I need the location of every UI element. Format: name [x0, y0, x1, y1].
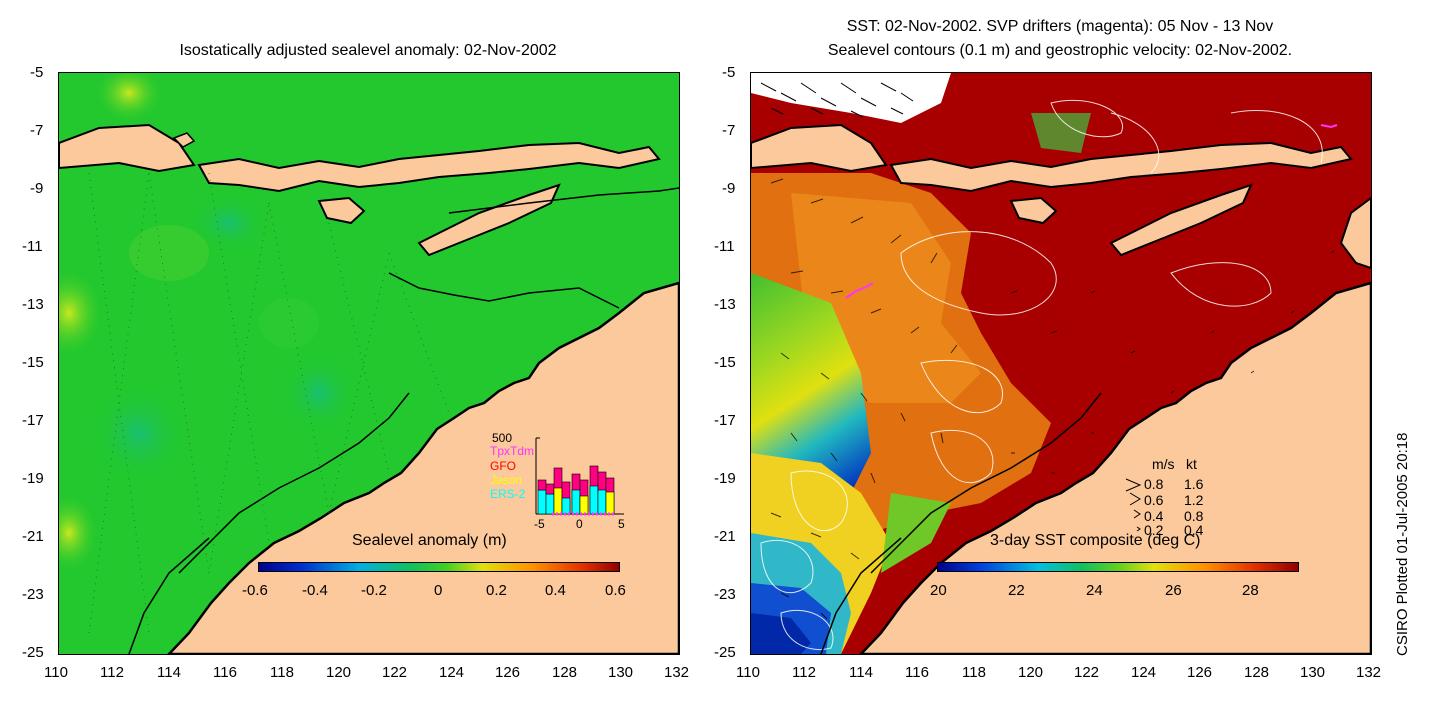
plot-credit: CSIRO Plotted 01-Jul-2005 20:18	[1394, 432, 1411, 656]
left-lon-tick: 116	[213, 664, 237, 681]
velocity-key-ms: 0.2	[1144, 522, 1164, 535]
sealevel-colorbar-title: Sealevel anomaly (m)	[352, 532, 507, 549]
right-lat-tick: -7	[722, 122, 736, 139]
inset-legend-tpxtdm: TpxTdm	[490, 444, 534, 458]
left-lat-tick: -7	[30, 122, 44, 139]
velocity-arrows	[770, 178, 1335, 620]
inset-bars	[537, 465, 615, 515]
left-lon-tick: 122	[382, 664, 408, 681]
right-lon-tick: 120	[1018, 664, 1044, 681]
velocity-key-ms: 0.8	[1144, 476, 1164, 492]
left-lon-tick: 132	[664, 664, 690, 681]
right-lon-tick: 132	[1356, 664, 1382, 681]
right-map-title-line1: SST: 02-Nov-2002. SVP drifters (magenta)…	[846, 18, 1274, 35]
velocity-key-kt: 1.6	[1184, 476, 1204, 492]
left-lon-tick: 112	[100, 664, 124, 681]
right-lon-tick: 130	[1300, 664, 1326, 681]
velocity-key: m/s kt 0.8 1.6 0.6 1.2 0.4 0.8 0.2 0.4	[1125, 456, 1204, 535]
right-lat-tick: -5	[722, 64, 736, 81]
right-lon-tick: 110	[736, 664, 760, 681]
right-lat-tick: -23	[714, 586, 736, 603]
sealevel-cb-label: 0.6	[605, 582, 626, 599]
inset-legend-gfo: GFO	[490, 459, 516, 473]
left-lat-tick: -23	[22, 586, 44, 603]
left-lat-tick: -21	[22, 528, 44, 545]
velocity-key-kt: 0.4	[1184, 522, 1204, 535]
left-lat-tick: -11	[22, 238, 43, 255]
right-lon-tick: 128	[1244, 664, 1270, 681]
right-lat-tick: -19	[714, 470, 736, 487]
sealevel-cb-label: -0.2	[361, 582, 387, 599]
velocity-key-ms: 0.4	[1144, 508, 1164, 524]
velocity-key-header-kt: kt	[1186, 456, 1197, 472]
left-lon-tick: 118	[270, 664, 294, 681]
left-lat-tick: -5	[30, 64, 44, 81]
left-lon-tick: 120	[326, 664, 352, 681]
sst-cb-label: 22	[1008, 582, 1025, 599]
sst-colorbar	[937, 562, 1299, 572]
velocity-key-ms: 0.6	[1144, 492, 1164, 508]
sealevel-cb-label: 0	[434, 582, 443, 599]
left-map-title: Isostatically adjusted sealevel anomaly:…	[179, 42, 557, 59]
left-lon-tick: 128	[552, 664, 578, 681]
inset-x-label: -5	[534, 517, 545, 531]
left-lat-tick: -19	[22, 470, 44, 487]
inset-x-label: 5	[618, 517, 625, 531]
sealevel-cb-label: 0.4	[545, 582, 566, 599]
right-lon-tick: 126	[1187, 664, 1213, 681]
sst-cb-label: 28	[1242, 582, 1259, 599]
sst-cb-label: 20	[930, 582, 947, 599]
inset-legend-ers2: ERS-2	[490, 487, 526, 501]
right-map-title-line2: Sealevel contours (0.1 m) and geostrophi…	[827, 42, 1293, 59]
right-lon-tick: 116	[905, 664, 929, 681]
velocity-key-kt: 0.8	[1184, 508, 1204, 524]
inset-legend-jason: Jason	[490, 473, 522, 487]
left-lon-tick: 110	[44, 664, 68, 681]
sst-cb-label: 26	[1165, 582, 1182, 599]
left-lat-tick: -17	[22, 412, 44, 429]
left-lon-tick: 130	[608, 664, 634, 681]
left-lat-tick: -25	[22, 644, 44, 661]
right-lon-tick: 112	[792, 664, 816, 681]
sealevel-map-graphic	[59, 73, 679, 654]
altimeter-inset-chart: 500 TpxTdm GFO Jason ERS-2 -5 0 5	[490, 431, 625, 531]
sealevel-cb-label: -0.4	[302, 582, 328, 599]
right-lat-tick: -17	[714, 412, 736, 429]
sst-cb-label: 24	[1086, 582, 1103, 599]
inset-x-label: 0	[576, 517, 583, 531]
right-lon-tick: 114	[849, 664, 873, 681]
right-lat-tick: -25	[714, 644, 736, 661]
sealevel-cb-label: 0.2	[486, 582, 507, 599]
right-lat-tick: -13	[714, 296, 736, 313]
left-lat-tick: -15	[22, 354, 44, 371]
sst-map	[750, 72, 1372, 655]
inset-ymax-label: 500	[492, 431, 512, 445]
sealevel-colorbar	[258, 562, 620, 572]
left-lon-tick: 114	[157, 664, 181, 681]
right-lat-tick: -15	[714, 354, 736, 371]
right-lon-tick: 124	[1131, 664, 1157, 681]
sealevel-cb-label: -0.6	[242, 582, 268, 599]
right-lon-tick: 122	[1074, 664, 1100, 681]
left-lat-tick: -13	[22, 296, 44, 313]
right-lon-tick: 118	[962, 664, 986, 681]
left-lon-tick: 124	[439, 664, 465, 681]
sst-colorbar-title: 3-day SST composite (deg C)	[990, 532, 1201, 549]
right-lat-tick: -11	[714, 238, 735, 255]
left-lon-tick: 126	[495, 664, 521, 681]
left-lat-tick: -9	[30, 180, 44, 197]
right-lat-tick: -9	[722, 180, 736, 197]
sealevel-anomaly-map	[58, 72, 680, 655]
velocity-key-header-ms: m/s	[1152, 456, 1175, 472]
sst-map-graphic	[751, 73, 1371, 654]
right-lat-tick: -21	[714, 528, 736, 545]
velocity-key-kt: 1.2	[1184, 492, 1204, 508]
